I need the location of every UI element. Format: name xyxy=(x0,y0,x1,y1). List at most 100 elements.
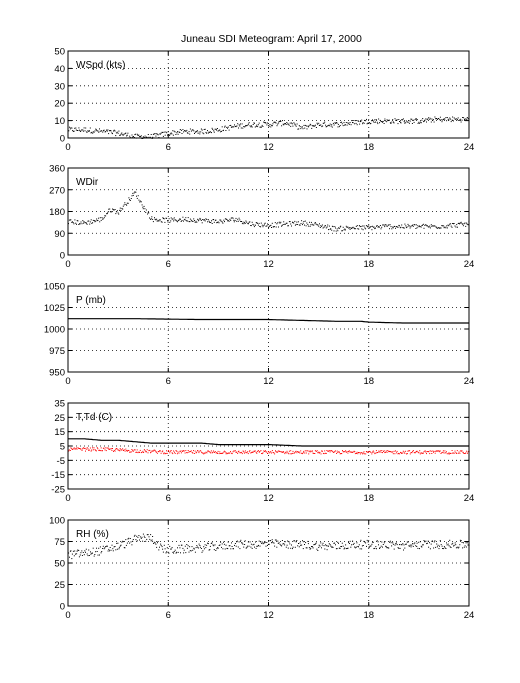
data-point xyxy=(306,128,308,130)
data-point xyxy=(302,222,304,224)
data-point xyxy=(462,451,464,453)
data-point xyxy=(358,228,360,230)
data-point xyxy=(411,544,413,546)
data-point xyxy=(298,546,300,548)
data-point xyxy=(416,119,418,121)
data-point xyxy=(424,450,426,452)
data-point xyxy=(181,220,183,221)
x-tick-label: 12 xyxy=(263,610,274,621)
data-point xyxy=(262,226,264,228)
data-point xyxy=(431,225,433,227)
data-point xyxy=(169,452,171,454)
data-point xyxy=(432,119,434,121)
data-point xyxy=(80,552,82,554)
data-point xyxy=(102,218,104,220)
data-point xyxy=(376,121,378,123)
data-point xyxy=(213,219,215,220)
data-point xyxy=(76,130,78,131)
data-point xyxy=(194,220,195,222)
data-point xyxy=(132,539,134,540)
data-point xyxy=(284,223,286,225)
data-point xyxy=(318,546,320,548)
data-point xyxy=(120,133,122,135)
data-point xyxy=(201,222,203,224)
data-point xyxy=(119,134,121,136)
data-point xyxy=(386,121,388,123)
data-point xyxy=(370,122,372,124)
data-point xyxy=(119,545,121,547)
data-point xyxy=(414,542,416,544)
data-point xyxy=(317,224,319,226)
data-point xyxy=(270,126,272,128)
data-point xyxy=(325,124,327,126)
y-tick-label: 50 xyxy=(54,559,65,570)
data-point xyxy=(72,130,74,132)
data-point xyxy=(466,119,468,121)
data-point xyxy=(343,548,345,550)
data-point xyxy=(206,132,208,134)
data-point xyxy=(83,222,84,224)
data-point xyxy=(156,220,158,222)
data-point xyxy=(330,125,332,127)
data-point xyxy=(126,204,128,206)
data-point xyxy=(142,540,144,542)
data-point xyxy=(86,553,88,555)
data-point xyxy=(127,538,129,540)
data-point xyxy=(155,219,157,221)
data-point xyxy=(79,223,80,225)
data-point xyxy=(285,123,287,125)
data-point xyxy=(191,451,193,453)
data-point xyxy=(123,204,125,206)
data-point xyxy=(122,208,124,210)
data-point xyxy=(454,450,456,452)
data-point xyxy=(289,221,291,223)
data-point xyxy=(325,544,327,546)
data-point xyxy=(425,118,427,120)
data-point xyxy=(248,122,250,124)
data-point xyxy=(310,124,312,126)
data-point xyxy=(107,447,109,449)
data-point xyxy=(310,221,312,223)
data-point xyxy=(451,119,453,121)
data-point xyxy=(113,546,115,548)
data-point xyxy=(245,547,247,549)
data-point xyxy=(172,134,174,136)
data-point xyxy=(124,133,126,135)
data-point xyxy=(211,127,213,129)
data-point xyxy=(275,539,277,541)
data-point xyxy=(71,221,73,223)
data-point xyxy=(258,451,260,453)
data-point xyxy=(283,124,285,126)
data-point xyxy=(178,544,180,546)
data-point xyxy=(465,118,467,120)
data-point xyxy=(284,223,286,225)
data-point xyxy=(326,226,328,228)
data-point xyxy=(241,542,243,544)
data-point xyxy=(89,447,91,449)
data-point xyxy=(396,544,398,546)
data-point xyxy=(225,453,227,455)
data-point xyxy=(179,450,181,452)
data-point xyxy=(107,129,109,131)
data-point xyxy=(307,125,309,127)
data-point xyxy=(75,222,77,224)
data-point xyxy=(256,545,258,547)
data-point xyxy=(138,134,140,136)
data-point xyxy=(428,117,430,119)
data-point xyxy=(207,130,208,132)
data-point xyxy=(439,450,441,452)
data-point xyxy=(447,453,449,455)
data-point xyxy=(381,541,383,543)
data-point xyxy=(399,121,400,122)
data-point xyxy=(444,450,446,452)
data-point xyxy=(217,221,219,223)
data-point xyxy=(89,130,90,132)
data-point xyxy=(325,227,327,229)
data-point xyxy=(465,452,467,454)
data-point xyxy=(132,450,133,452)
data-point xyxy=(209,451,211,453)
data-point xyxy=(249,450,251,452)
data-point xyxy=(148,212,150,214)
data-point xyxy=(280,451,282,453)
data-point xyxy=(465,546,467,548)
